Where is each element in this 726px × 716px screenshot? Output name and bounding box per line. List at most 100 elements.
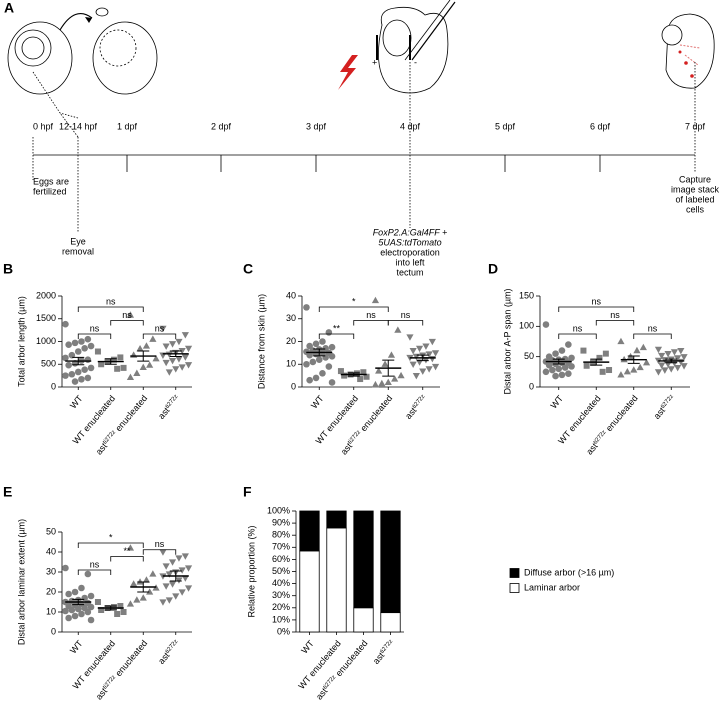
- guide-line: [59, 112, 79, 138]
- point: [580, 347, 587, 354]
- bar-segment: [326, 527, 347, 633]
- panel-letter: D: [488, 261, 498, 277]
- bar-segment: [353, 510, 374, 609]
- y-tick-label: 10: [286, 359, 296, 369]
- point: [394, 326, 402, 333]
- point: [146, 361, 154, 368]
- point: [658, 352, 666, 360]
- point: [65, 590, 72, 598]
- significance-label: ns: [648, 323, 658, 333]
- point: [306, 376, 313, 384]
- error-bar: [552, 358, 565, 365]
- point: [654, 346, 663, 354]
- point: [428, 355, 436, 363]
- event-label: image stack: [671, 184, 720, 194]
- y-tick-label: 10%: [272, 614, 290, 624]
- point: [136, 344, 144, 352]
- point: [309, 358, 317, 366]
- y-axis-label: Distal arbor A-P span (µm): [502, 288, 512, 394]
- point: [181, 332, 189, 339]
- point: [126, 600, 135, 607]
- point: [312, 374, 320, 382]
- y-tick-label: 50: [524, 351, 534, 361]
- significance-label: **: [123, 546, 131, 556]
- point: [68, 351, 76, 359]
- x-tick-label: astti272z: [156, 393, 182, 421]
- point: [114, 365, 121, 372]
- point: [172, 366, 180, 373]
- significance-bracket: [142, 549, 177, 555]
- x-tick-label-part: enucleated: [112, 638, 150, 680]
- y-tick-label: 500: [41, 359, 56, 369]
- significance-bracket: [318, 306, 389, 312]
- y-tick-label: 150: [519, 290, 534, 300]
- point: [84, 356, 92, 364]
- point: [168, 341, 177, 348]
- legend-swatch: [509, 583, 520, 593]
- point: [409, 361, 417, 369]
- point: [664, 351, 672, 358]
- point: [68, 606, 76, 614]
- point: [341, 372, 348, 379]
- x-tick-label: astti272z: [156, 638, 182, 666]
- error-bar: [347, 372, 360, 377]
- y-tick-label: 30: [46, 566, 56, 576]
- point: [65, 614, 72, 622]
- point: [165, 571, 173, 578]
- y-tick-label: 2000: [36, 290, 56, 300]
- point: [412, 353, 420, 361]
- point: [168, 358, 177, 365]
- significance-bracket: [77, 333, 112, 339]
- x-tick-label-part: enucleated: [357, 393, 395, 435]
- significance-label: ns: [106, 296, 116, 306]
- x-tick-label: astti272z: [403, 393, 429, 421]
- event-label: Eye: [70, 236, 86, 246]
- point: [565, 370, 572, 377]
- x-tick-label-sup: ti272z: [411, 394, 426, 410]
- point: [71, 588, 79, 596]
- point: [78, 338, 85, 345]
- point: [165, 351, 173, 359]
- timepoint-label: 2 dpf: [211, 121, 232, 131]
- error-bar: [313, 348, 326, 357]
- error-bar: [627, 355, 640, 364]
- point: [168, 559, 177, 566]
- y-tick-label: 60%: [272, 554, 290, 564]
- x-tick-label: WT: [548, 393, 565, 411]
- point: [552, 350, 559, 357]
- point: [87, 603, 95, 611]
- point: [184, 362, 193, 369]
- bar-segment: [380, 510, 401, 614]
- point: [152, 354, 160, 362]
- point: [87, 342, 95, 350]
- significance-label: ns: [591, 296, 601, 306]
- x-tick-label-part: enucleated: [112, 393, 150, 435]
- event-label: tectum: [396, 267, 423, 277]
- x-tick-label-sup: ti272z: [164, 394, 179, 410]
- point: [363, 373, 370, 380]
- point: [422, 343, 430, 350]
- significance-label: *: [352, 296, 356, 306]
- point: [110, 356, 117, 363]
- event-label: into left: [395, 257, 425, 267]
- point: [175, 555, 183, 562]
- y-tick-label: 0%: [277, 626, 290, 636]
- y-axis-label: Distance from skin (µm): [256, 294, 266, 389]
- event-label: electroporation: [380, 247, 440, 257]
- point: [181, 575, 189, 582]
- error-bar: [137, 350, 150, 362]
- point: [328, 352, 336, 360]
- y-axis-label: Distal arbor laminar extent (µm): [16, 519, 26, 645]
- significance-bracket: [318, 333, 355, 339]
- point: [552, 372, 559, 380]
- point: [425, 366, 433, 373]
- x-tick-label-sup: ti272z: [660, 394, 675, 410]
- point: [184, 565, 193, 572]
- point: [184, 345, 193, 353]
- point: [84, 374, 92, 382]
- point: [149, 570, 157, 577]
- point: [62, 564, 69, 572]
- error-bar: [382, 359, 395, 377]
- point: [381, 360, 389, 367]
- point: [384, 378, 392, 386]
